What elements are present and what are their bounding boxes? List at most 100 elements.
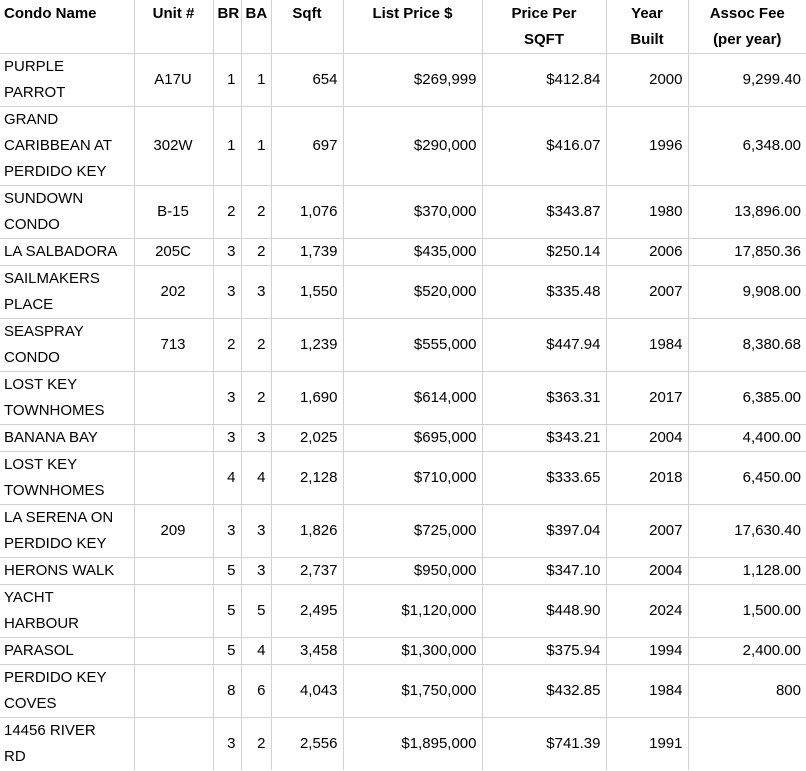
price-per-sqft-cell[interactable]: $447.94: [481, 318, 607, 372]
year-built-cell[interactable]: 2000: [605, 53, 689, 107]
list-price-cell[interactable]: $1,300,000: [342, 637, 483, 665]
ba-cell[interactable]: 2: [240, 185, 272, 239]
year-built-cell[interactable]: 1996: [605, 106, 689, 186]
list-price-cell[interactable]: $435,000: [342, 238, 483, 266]
year-built-cell[interactable]: 2024: [605, 584, 689, 638]
unit-cell[interactable]: 202: [133, 265, 214, 319]
sqft-cell[interactable]: 697: [270, 106, 344, 186]
column-header-condo-name[interactable]: Condo Name: [0, 0, 135, 54]
unit-cell[interactable]: [133, 664, 214, 718]
column-header-sqft[interactable]: Sqft: [270, 0, 344, 54]
assoc-fee-cell[interactable]: 17,850.36: [687, 238, 806, 266]
assoc-fee-cell[interactable]: 6,385.00: [687, 371, 806, 425]
price-per-sqft-cell[interactable]: $375.94: [481, 637, 607, 665]
br-cell[interactable]: 5: [212, 584, 242, 638]
list-price-cell[interactable]: $1,120,000: [342, 584, 483, 638]
unit-cell[interactable]: [133, 424, 214, 452]
condo-name-cell[interactable]: LA SALBADORA: [0, 238, 135, 266]
unit-cell[interactable]: B-15: [133, 185, 214, 239]
assoc-fee-cell[interactable]: 17,630.40: [687, 504, 806, 558]
list-price-cell[interactable]: $555,000: [342, 318, 483, 372]
condo-name-cell[interactable]: SUNDOWN CONDO: [0, 185, 135, 239]
unit-cell[interactable]: A17U: [133, 53, 214, 107]
unit-cell[interactable]: 205C: [133, 238, 214, 266]
price-per-sqft-cell[interactable]: $335.48: [481, 265, 607, 319]
column-header-assoc-fee[interactable]: Assoc Fee (per year): [687, 0, 806, 54]
assoc-fee-cell[interactable]: 2,400.00: [687, 637, 806, 665]
br-cell[interactable]: 5: [212, 637, 242, 665]
br-cell[interactable]: 2: [212, 185, 242, 239]
ba-cell[interactable]: 2: [240, 238, 272, 266]
unit-cell[interactable]: [133, 451, 214, 505]
year-built-cell[interactable]: 1980: [605, 185, 689, 239]
assoc-fee-cell[interactable]: [687, 717, 806, 770]
sqft-cell[interactable]: 3,458: [270, 637, 344, 665]
assoc-fee-cell[interactable]: 9,908.00: [687, 265, 806, 319]
year-built-cell[interactable]: 2007: [605, 265, 689, 319]
column-header-list-price[interactable]: List Price $: [342, 0, 483, 54]
ba-cell[interactable]: 1: [240, 106, 272, 186]
price-per-sqft-cell[interactable]: $397.04: [481, 504, 607, 558]
price-per-sqft-cell[interactable]: $347.10: [481, 557, 607, 585]
sqft-cell[interactable]: 1,076: [270, 185, 344, 239]
sqft-cell[interactable]: 2,025: [270, 424, 344, 452]
br-cell[interactable]: 3: [212, 504, 242, 558]
ba-cell[interactable]: 3: [240, 557, 272, 585]
condo-name-cell[interactable]: BANANA BAY: [0, 424, 135, 452]
br-cell[interactable]: 3: [212, 717, 242, 770]
unit-cell[interactable]: 302W: [133, 106, 214, 186]
sqft-cell[interactable]: 1,239: [270, 318, 344, 372]
sqft-cell[interactable]: 1,739: [270, 238, 344, 266]
condo-name-cell[interactable]: GRAND CARIBBEAN AT PERDIDO KEY: [0, 106, 135, 186]
condo-name-cell[interactable]: 14456 RIVER RD: [0, 717, 135, 770]
list-price-cell[interactable]: $269,999: [342, 53, 483, 107]
ba-cell[interactable]: 4: [240, 637, 272, 665]
price-per-sqft-cell[interactable]: $333.65: [481, 451, 607, 505]
column-header-year-built[interactable]: Year Built: [605, 0, 689, 54]
assoc-fee-cell[interactable]: 4,400.00: [687, 424, 806, 452]
ba-cell[interactable]: 2: [240, 318, 272, 372]
price-per-sqft-cell[interactable]: $741.39: [481, 717, 607, 770]
sqft-cell[interactable]: 2,495: [270, 584, 344, 638]
br-cell[interactable]: 3: [212, 424, 242, 452]
column-header-br[interactable]: BR: [212, 0, 242, 54]
price-per-sqft-cell[interactable]: $250.14: [481, 238, 607, 266]
price-per-sqft-cell[interactable]: $448.90: [481, 584, 607, 638]
sqft-cell[interactable]: 4,043: [270, 664, 344, 718]
condo-name-cell[interactable]: SAILMAKERS PLACE: [0, 265, 135, 319]
assoc-fee-cell[interactable]: 8,380.68: [687, 318, 806, 372]
sqft-cell[interactable]: 2,737: [270, 557, 344, 585]
unit-cell[interactable]: [133, 557, 214, 585]
ba-cell[interactable]: 6: [240, 664, 272, 718]
ba-cell[interactable]: 4: [240, 451, 272, 505]
list-price-cell[interactable]: $950,000: [342, 557, 483, 585]
year-built-cell[interactable]: 2007: [605, 504, 689, 558]
assoc-fee-cell[interactable]: 1,500.00: [687, 584, 806, 638]
price-per-sqft-cell[interactable]: $412.84: [481, 53, 607, 107]
unit-cell[interactable]: [133, 717, 214, 770]
year-built-cell[interactable]: 1994: [605, 637, 689, 665]
br-cell[interactable]: 2: [212, 318, 242, 372]
list-price-cell[interactable]: $370,000: [342, 185, 483, 239]
year-built-cell[interactable]: 1991: [605, 717, 689, 770]
list-price-cell[interactable]: $1,750,000: [342, 664, 483, 718]
price-per-sqft-cell[interactable]: $432.85: [481, 664, 607, 718]
assoc-fee-cell[interactable]: 9,299.40: [687, 53, 806, 107]
ba-cell[interactable]: 2: [240, 717, 272, 770]
assoc-fee-cell[interactable]: 1,128.00: [687, 557, 806, 585]
condo-name-cell[interactable]: PURPLE PARROT: [0, 53, 135, 107]
column-header-ba[interactable]: BA: [240, 0, 272, 54]
condo-name-cell[interactable]: LA SERENA ON PERDIDO KEY: [0, 504, 135, 558]
year-built-cell[interactable]: 2004: [605, 424, 689, 452]
unit-cell[interactable]: [133, 371, 214, 425]
ba-cell[interactable]: 3: [240, 424, 272, 452]
ba-cell[interactable]: 3: [240, 504, 272, 558]
list-price-cell[interactable]: $710,000: [342, 451, 483, 505]
condo-name-cell[interactable]: HERONS WALK: [0, 557, 135, 585]
price-per-sqft-cell[interactable]: $343.21: [481, 424, 607, 452]
column-header-unit[interactable]: Unit #: [133, 0, 214, 54]
unit-cell[interactable]: 209: [133, 504, 214, 558]
sqft-cell[interactable]: 1,550: [270, 265, 344, 319]
list-price-cell[interactable]: $1,895,000: [342, 717, 483, 770]
unit-cell[interactable]: [133, 584, 214, 638]
